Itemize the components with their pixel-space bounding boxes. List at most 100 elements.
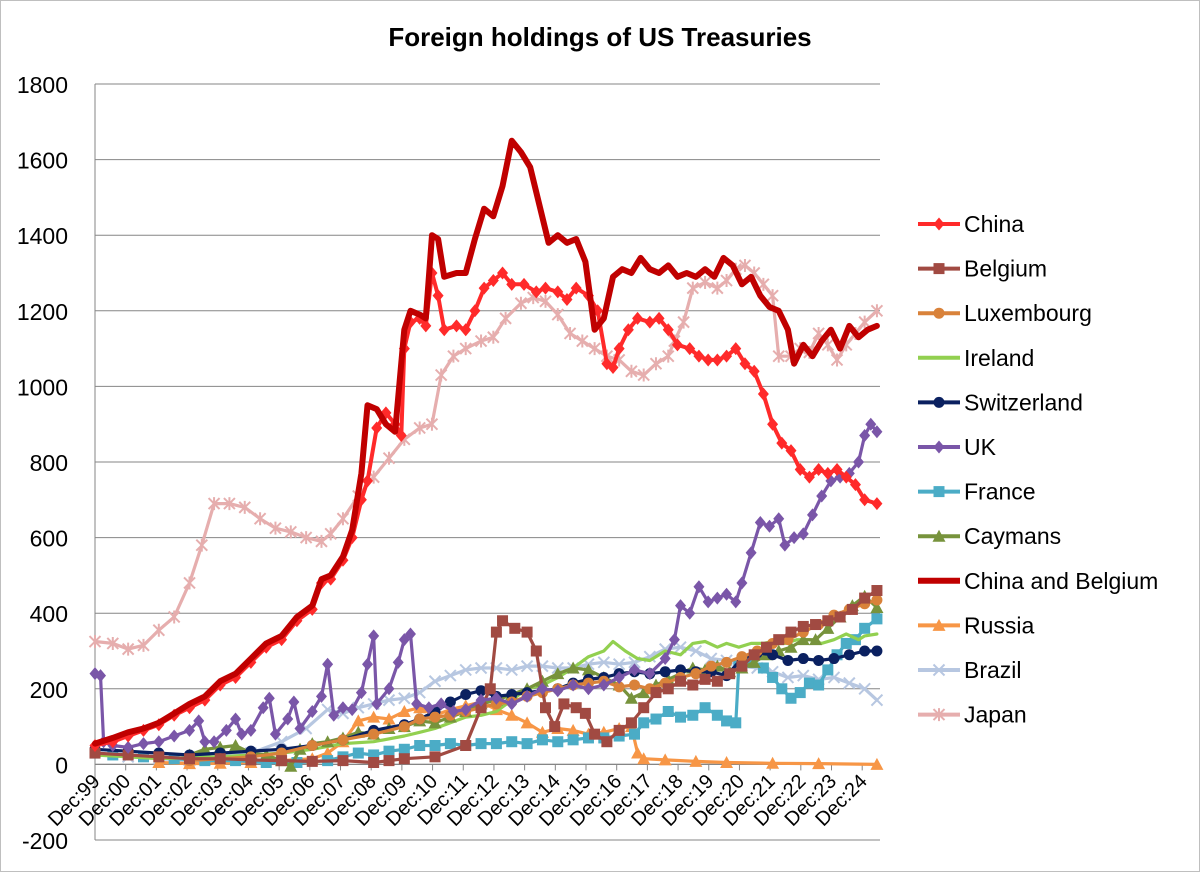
data-point (859, 622, 871, 634)
data-point (284, 759, 298, 772)
data-point (223, 497, 236, 511)
data-point (414, 740, 426, 751)
data-point (684, 342, 696, 356)
data-point (797, 527, 809, 541)
y-tick-label: -200 (22, 828, 68, 854)
data-point (475, 738, 487, 750)
legend-item: Luxembourg (918, 300, 1092, 326)
y-tick-label: 1600 (17, 148, 68, 174)
data-point (748, 649, 760, 661)
data-point (518, 277, 530, 291)
data-point (834, 611, 846, 623)
data-point (220, 723, 232, 737)
data-point (429, 711, 441, 723)
data-point (429, 740, 441, 751)
data-point (766, 756, 780, 769)
data-point (566, 723, 580, 736)
data-point (368, 749, 380, 761)
data-point (269, 727, 281, 741)
data-point (933, 396, 945, 408)
data-point (95, 669, 107, 683)
data-point (736, 660, 748, 672)
data-point (628, 679, 640, 691)
data-point (137, 737, 149, 751)
data-point (721, 587, 733, 601)
data-point (662, 683, 674, 695)
data-point (404, 627, 416, 641)
data-point (137, 638, 150, 652)
legend-label: Belgium (964, 256, 1047, 282)
data-point (784, 640, 798, 653)
data-point (183, 576, 196, 590)
data-point (551, 308, 564, 322)
data-point (499, 311, 512, 325)
legend-item: Russia (918, 612, 1035, 638)
data-point (668, 633, 680, 647)
data-point (551, 667, 565, 680)
data-point (677, 315, 690, 329)
data-point (362, 474, 374, 488)
data-point (383, 745, 395, 757)
data-point (414, 713, 426, 725)
data-point (88, 635, 102, 649)
legend-label: Russia (964, 612, 1035, 638)
data-point (846, 603, 858, 615)
data-point (693, 580, 705, 594)
legend-item: France (918, 479, 1036, 505)
legend-item: Japan (918, 702, 1027, 728)
data-point (613, 670, 625, 684)
data-point (253, 512, 267, 526)
data-point (487, 274, 499, 288)
data-point (484, 683, 496, 695)
data-point (368, 757, 380, 769)
data-point (294, 721, 306, 735)
data-point (487, 330, 500, 344)
data-point (497, 615, 509, 627)
series-china-and-belgium (92, 137, 880, 747)
data-point (506, 688, 518, 700)
data-point (475, 702, 487, 714)
data-point (122, 740, 134, 754)
data-point (561, 292, 573, 306)
data-point (650, 713, 662, 725)
data-point (828, 653, 840, 665)
data-point (505, 708, 519, 721)
data-point (675, 675, 687, 687)
data-point (398, 721, 410, 733)
data-point (711, 591, 723, 605)
data-point (721, 656, 733, 668)
series-uk (89, 417, 883, 754)
data-point (859, 493, 871, 507)
data-point (840, 470, 852, 484)
y-tick-label: 600 (30, 526, 68, 552)
data-point (490, 626, 502, 638)
data-point (288, 695, 300, 709)
data-point (579, 707, 591, 719)
data-point (721, 715, 733, 727)
data-point (693, 349, 705, 363)
data-point (460, 688, 472, 700)
data-point (711, 675, 723, 687)
data-point (675, 664, 687, 676)
data-point (803, 470, 815, 484)
data-point (757, 662, 769, 674)
data-point (794, 463, 806, 477)
data-point (382, 451, 396, 465)
data-point (184, 753, 196, 765)
data-point (315, 689, 327, 703)
data-point (747, 655, 761, 668)
data-point (490, 691, 502, 705)
data-point (773, 634, 785, 646)
data-point (229, 739, 243, 751)
data-point (438, 323, 450, 337)
data-point (730, 717, 742, 729)
data-point (813, 654, 825, 666)
data-point (754, 515, 766, 529)
data-point (865, 417, 877, 431)
data-point (199, 735, 211, 749)
data-point (89, 747, 101, 759)
data-point (509, 622, 521, 634)
data-point (776, 436, 788, 450)
data-point (520, 659, 534, 673)
data-point (269, 521, 282, 535)
